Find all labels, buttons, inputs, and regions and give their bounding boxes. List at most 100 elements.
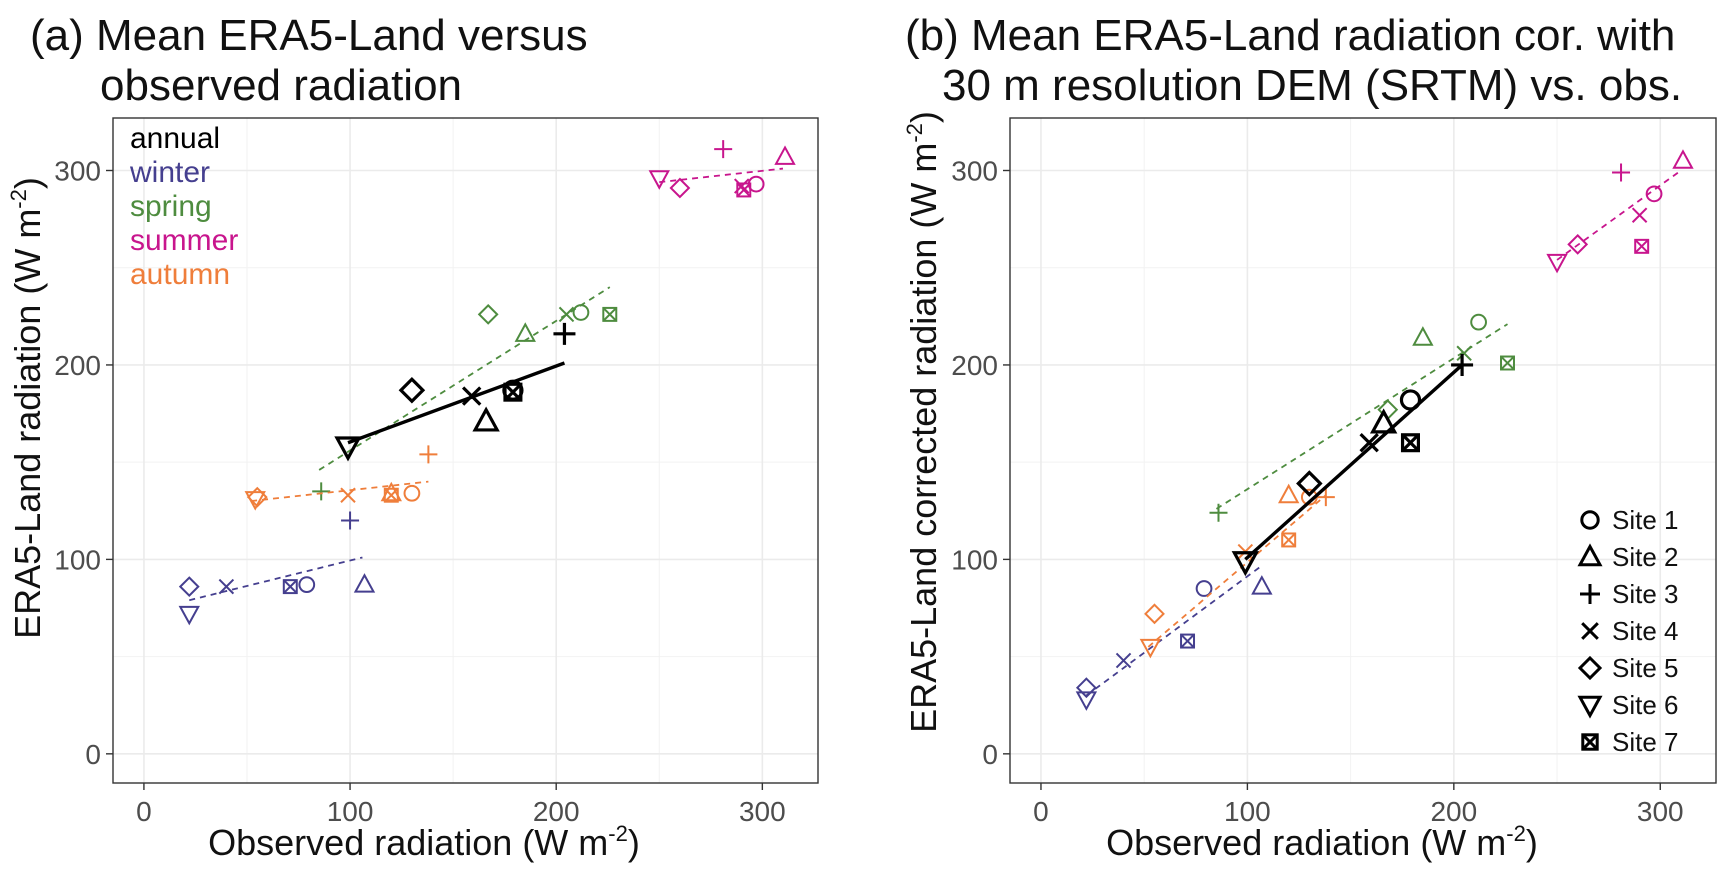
panel-b-summer-fit-line bbox=[1556, 169, 1682, 261]
panel-b-spring-site-3-point bbox=[1209, 503, 1228, 522]
panel-a-y-axis-label: ERA5-Land radiation (W m-2) bbox=[6, 177, 48, 639]
site-legend: Site 1 Site 2 Site 3 Site 4 Site 5 Site … bbox=[1577, 505, 1679, 757]
panel-b-autumn-site-6-point bbox=[1139, 638, 1162, 659]
panel-b-spring-site-1-point bbox=[1470, 313, 1487, 331]
panel-b: (b) Mean ERA5-Land radiation cor. with 3… bbox=[902, 11, 1717, 863]
panel-a-spring-site-1-point bbox=[572, 304, 590, 321]
site-legend-2-marker bbox=[1577, 543, 1603, 567]
panel-b-annual-site-5-point bbox=[1296, 470, 1323, 497]
panel-a-winter-fit-line bbox=[189, 556, 363, 602]
panel-a-annual-site-7-point bbox=[503, 382, 523, 402]
panel-a-ytick-label-1: 100 bbox=[54, 544, 101, 575]
site-legend-5-marker bbox=[1577, 655, 1603, 681]
panel-a-autumn-site-7-point bbox=[383, 487, 399, 503]
panel-a-autumn-site-3-point bbox=[419, 445, 438, 464]
site-legend-6-marker bbox=[1577, 695, 1603, 719]
panel-a-spring-site-2-point bbox=[514, 322, 536, 342]
panel-a-annual-site-6-point bbox=[334, 436, 362, 462]
panel-b-summer-site-4-point bbox=[1631, 207, 1648, 223]
panel-b-annual-site-2-point bbox=[1369, 408, 1398, 434]
panel-a-autumn-site-4-point bbox=[340, 487, 356, 503]
panel-a-spring-site-7-point bbox=[602, 306, 618, 322]
panel-b-summer-site-1-point bbox=[1645, 185, 1663, 203]
panel-b-ytick-label-1: 100 bbox=[951, 544, 998, 575]
panel-b-plot: 0 100 200 300 0 100 200 300 bbox=[951, 117, 1717, 827]
panel-a-ytick-label-0: 0 bbox=[85, 739, 101, 770]
panel-a-title-line1: (a) Mean ERA5-Land versus bbox=[30, 11, 588, 60]
panel-a-spring-site-5-point bbox=[477, 303, 499, 325]
panel-b-summer-site-2-point bbox=[1672, 149, 1694, 169]
panel-a-annual-site-5-point bbox=[398, 376, 426, 404]
panel-a-summer-site-3-point bbox=[714, 140, 733, 159]
site-legend-3: Site 3 bbox=[1612, 579, 1679, 609]
panel-b-xtick-label-2: 200 bbox=[1430, 796, 1477, 827]
panel-a-ytick-label-2: 200 bbox=[54, 350, 101, 381]
panel-a-annual-site-4-point bbox=[461, 386, 482, 406]
panel-b-winter-site-1-point bbox=[1195, 580, 1213, 597]
panel-b-annual-site-3-point bbox=[1451, 353, 1474, 376]
panel-b-annual-fit-line bbox=[1244, 363, 1464, 561]
panel-b-xtick-label-3: 300 bbox=[1637, 796, 1684, 827]
panel-a-xtick-label-2: 200 bbox=[533, 796, 580, 827]
panel-a-xtick-label-1: 100 bbox=[327, 796, 374, 827]
panel-a-summer-fit-line bbox=[659, 167, 784, 184]
panel-a-winter-site-5-point bbox=[178, 576, 200, 598]
panel-b-summer-site-5-point bbox=[1567, 233, 1589, 255]
panel-a-winter-site-7-point bbox=[282, 579, 298, 595]
panel-a-border bbox=[112, 117, 819, 784]
legend-annual: annual bbox=[130, 122, 220, 155]
site-legend-7: Site 7 bbox=[1612, 727, 1679, 757]
panel-b-spring-site-4-point bbox=[1456, 345, 1472, 362]
panel-a-plot: 0 100 200 300 0 100 200 300 bbox=[54, 117, 819, 827]
panel-b-border bbox=[1009, 117, 1717, 784]
panel-a-winter-site-1-point bbox=[298, 576, 316, 594]
panel-b-xtick-label-1: 100 bbox=[1224, 796, 1271, 827]
site-legend-7-marker bbox=[1581, 733, 1599, 751]
panel-a-winter-site-3-point bbox=[341, 511, 360, 530]
panel-b-spring-site-7-point bbox=[1500, 355, 1515, 371]
site-legend-1-marker bbox=[1580, 510, 1600, 530]
panel-b-spring-fit-line bbox=[1215, 323, 1508, 510]
site-legend-4-marker bbox=[1581, 622, 1599, 640]
panel-a-annual-fit-line bbox=[347, 361, 566, 445]
panel-a-autumn-site-6-point bbox=[244, 491, 266, 511]
panel-a-title-line2: observed radiation bbox=[100, 61, 462, 110]
site-legend-6: Site 6 bbox=[1612, 690, 1679, 720]
panel-b-annual-site-1-point bbox=[1399, 389, 1422, 411]
panel-a-summer-site-7-point bbox=[736, 182, 752, 198]
panel-b-autumn-site-3-point bbox=[1316, 488, 1335, 507]
panel-b-annual-site-6-point bbox=[1231, 551, 1260, 577]
panel-a-annual-site-2-point bbox=[472, 406, 500, 432]
panel-a: (a) Mean ERA5-Land versus observed radia… bbox=[6, 11, 819, 863]
legend-winter: winter bbox=[129, 156, 210, 189]
panel-b-ytick-label-2: 200 bbox=[951, 350, 998, 381]
panel-b-summer-site-6-point bbox=[1546, 253, 1568, 274]
panel-a-xtick-label-3: 300 bbox=[739, 796, 786, 827]
panel-b-autumn-fit-line bbox=[1147, 494, 1327, 648]
panel-a-winter-site-6-point bbox=[178, 605, 200, 626]
panel-b-annual-site-7-point bbox=[1400, 433, 1420, 453]
legend-autumn: autumn bbox=[130, 258, 230, 291]
panel-b-autumn-site-7-point bbox=[1281, 532, 1297, 548]
panel-a-summer-site-6-point bbox=[648, 170, 670, 190]
panel-b-x-axis-label: Observed radiation (W m-2) bbox=[1106, 821, 1538, 863]
panel-a-spring-site-3-point bbox=[312, 482, 331, 501]
panel-a-summer-site-2-point bbox=[774, 145, 796, 165]
panel-a-spring-site-4-point bbox=[558, 306, 575, 323]
panel-a-annual-site-3-point bbox=[553, 322, 576, 345]
panel-a-winter-site-4-point bbox=[218, 578, 235, 595]
season-legend: annual winter spring summer autumn bbox=[129, 122, 238, 291]
panel-b-summer-site-3-point bbox=[1612, 163, 1631, 182]
site-legend-1: Site 1 bbox=[1612, 505, 1679, 535]
panel-b-xtick-label-0: 0 bbox=[1033, 796, 1049, 827]
site-legend-3-marker bbox=[1580, 584, 1600, 604]
panel-a-x-axis-label: Observed radiation (W m-2) bbox=[208, 821, 640, 863]
site-legend-markers bbox=[1577, 510, 1603, 751]
panel-b-summer-site-7-point bbox=[1634, 238, 1650, 254]
panel-b-winter-site-2-point bbox=[1251, 575, 1273, 595]
panel-a-ytick-label-3: 300 bbox=[54, 156, 101, 187]
site-legend-5: Site 5 bbox=[1612, 653, 1679, 683]
site-legend-4: Site 4 bbox=[1612, 616, 1679, 646]
